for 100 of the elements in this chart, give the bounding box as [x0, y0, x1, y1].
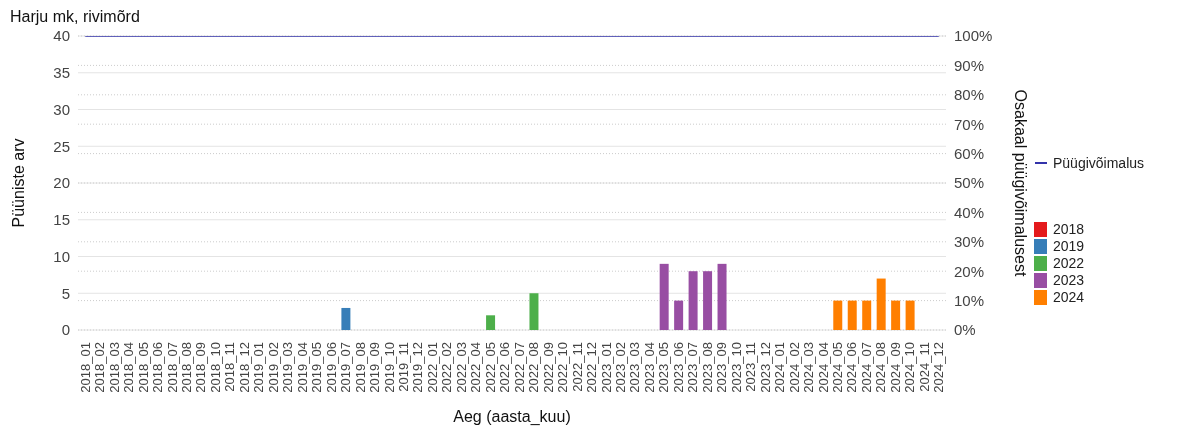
- y-axis-title: Püüniste arv: [9, 138, 27, 228]
- y-tick-label: 0: [61, 321, 70, 339]
- y-tick-label: 40: [53, 27, 70, 45]
- x-tick-label: 2019_06: [323, 342, 339, 393]
- x-tick-label: 2018_01: [77, 342, 93, 393]
- y-tick-label: 30: [53, 100, 70, 118]
- x-tick-label: 2022_10: [555, 342, 571, 393]
- x-tick-label: 2018_05: [135, 342, 151, 393]
- x-tick-label: 2019_10: [381, 342, 397, 393]
- x-tick-label: 2018_10: [207, 342, 223, 393]
- legend-label: 2023: [1053, 272, 1085, 288]
- chart-title: Harju mk, rivimõrd: [10, 8, 140, 25]
- bar: [862, 300, 872, 330]
- bar: [486, 315, 496, 330]
- x-tick-label: 2023_01: [598, 342, 614, 393]
- x-tick-label: 2023_08: [699, 342, 715, 393]
- x-tick-label: 2019_02: [265, 342, 281, 393]
- x-tick-label: 2018_12: [236, 342, 252, 393]
- x-tick-label: 2018_09: [193, 342, 209, 393]
- x-tick-label: 2022_11: [569, 342, 585, 392]
- legend-label: 2022: [1053, 255, 1085, 271]
- y-tick-label: 5: [61, 284, 70, 302]
- x-tick-label: 2019_07: [338, 342, 354, 393]
- y2-tick-label: 40%: [954, 203, 985, 221]
- y2-tick-label: 50%: [954, 174, 985, 192]
- x-tick-label: 2024_07: [858, 342, 874, 393]
- legend-label: 2018: [1053, 221, 1085, 237]
- x-tick-label: 2023_07: [685, 342, 701, 393]
- y2-tick-label: 60%: [954, 144, 985, 162]
- bar: [529, 293, 539, 330]
- x-tick-label: 2022_07: [511, 342, 527, 393]
- bar: [891, 300, 901, 330]
- x-tick-label: 2024_10: [902, 342, 918, 393]
- x-tick-label: 2019_11: [396, 342, 411, 392]
- x-tick-label: 2024_08: [873, 342, 889, 393]
- x-tick-label: 2023_06: [670, 342, 686, 393]
- x-tick-label: 2019_05: [309, 342, 325, 393]
- bar: [341, 307, 351, 330]
- legend-label: Püügivõimalus: [1053, 154, 1145, 171]
- bar: [674, 300, 684, 330]
- x-tick-label: 2022_04: [468, 342, 484, 393]
- x-tick-label: 2022_01: [424, 342, 440, 393]
- x-tick-label: 2023_11: [743, 342, 759, 392]
- y2-tick-label: 70%: [954, 115, 985, 133]
- x-tick-label: 2018_07: [164, 342, 180, 393]
- y2-axis-title: Osakaal püügivõimalusest: [1012, 89, 1030, 277]
- y2-tick-label: 100%: [954, 27, 993, 45]
- bar: [833, 300, 843, 330]
- y2-tick-label: 20%: [954, 262, 985, 280]
- x-tick-label: 2022_03: [453, 342, 469, 393]
- bar: [659, 263, 669, 330]
- bar: [905, 300, 915, 330]
- x-tick-label: 2022_09: [540, 342, 556, 393]
- x-tick-label: 2018_02: [92, 342, 108, 393]
- y2-tick-label: 80%: [954, 86, 985, 104]
- x-tick-label: 2024_03: [801, 342, 817, 393]
- x-tick-label: 2018_04: [121, 342, 137, 393]
- x-tick-label: 2019_12: [410, 342, 426, 393]
- legend-label: 2019: [1053, 238, 1085, 254]
- x-tick-label: 2023_02: [613, 342, 628, 393]
- x-tick-label: 2019_08: [352, 342, 368, 393]
- y-tick-label: 35: [53, 64, 70, 82]
- legend-label: 2024: [1053, 289, 1085, 305]
- x-tick-label: 2024_04: [815, 342, 831, 393]
- x-tick-label: 2022_05: [482, 342, 498, 393]
- x-tick-label: 2018_08: [179, 342, 194, 393]
- x-tick-label: 2023_03: [627, 342, 643, 393]
- x-tick-label: 2024_09: [887, 342, 903, 393]
- x-tick-label: 2022_08: [526, 342, 542, 393]
- y-tick-label: 10: [53, 247, 70, 265]
- bar: [703, 271, 713, 330]
- x-tick-label: 2019_09: [367, 342, 383, 393]
- y-tick-label: 20: [53, 174, 70, 192]
- x-tick-label: 2024_01: [772, 342, 788, 393]
- y2-tick-label: 90%: [954, 56, 985, 74]
- x-tick-label: 2024_02: [786, 342, 802, 393]
- y-tick-label: 15: [53, 211, 70, 229]
- x-tick-label: 2023_04: [641, 342, 657, 393]
- x-tick-label: 2023_09: [714, 342, 730, 393]
- x-tick-label: 2024_05: [830, 342, 845, 393]
- x-tick-label: 2018_03: [106, 342, 122, 393]
- bar: [876, 278, 886, 330]
- y2-tick-label: 10%: [954, 291, 985, 309]
- y2-tick-label: 30%: [954, 233, 985, 251]
- bar: [688, 271, 698, 330]
- x-tick-label: 2019_04: [294, 342, 310, 393]
- y2-tick-label: 0%: [954, 321, 976, 339]
- x-tick-label: 2022_12: [584, 342, 600, 393]
- y-tick-label: 25: [53, 137, 70, 155]
- x-tick-label: 2019_03: [280, 342, 296, 393]
- x-tick-label: 2019_01: [251, 342, 267, 393]
- x-tick-label: 2024_11: [916, 342, 932, 392]
- x-tick-label: 2022_02: [439, 342, 455, 393]
- x-axis-title: Aeg (aasta_kuu): [453, 408, 571, 426]
- x-tick-label: 2018_11: [222, 342, 238, 392]
- x-tick-label: 2023_05: [656, 342, 672, 393]
- x-tick-label: 2024_06: [844, 342, 860, 393]
- x-tick-label: 2024_12: [931, 342, 947, 393]
- x-tick-label: 2018_06: [150, 342, 166, 393]
- bar: [847, 300, 857, 330]
